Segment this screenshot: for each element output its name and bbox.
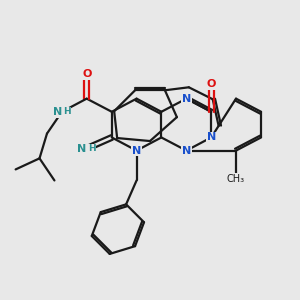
Text: H: H	[88, 144, 96, 153]
Text: N: N	[207, 133, 216, 142]
Text: O: O	[82, 69, 92, 79]
Text: N: N	[182, 146, 191, 156]
Text: CH₃: CH₃	[227, 174, 245, 184]
Text: N: N	[53, 107, 62, 117]
Text: N: N	[182, 94, 191, 103]
Text: O: O	[206, 79, 216, 89]
Text: H: H	[63, 107, 71, 116]
Text: N: N	[132, 146, 141, 156]
Text: N: N	[77, 143, 87, 154]
